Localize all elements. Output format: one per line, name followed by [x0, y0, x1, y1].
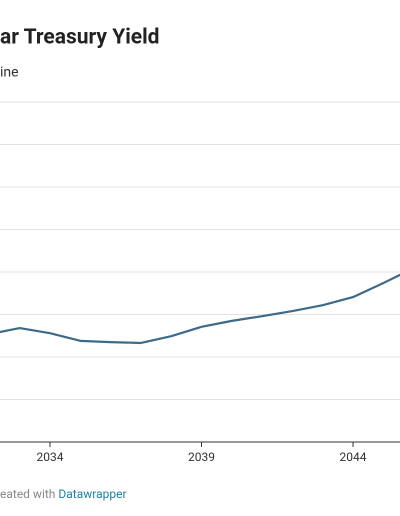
line-series — [0, 273, 400, 345]
x-tick-label: 2034 — [37, 450, 64, 464]
footer-text: eated with Datawrapper — [0, 487, 127, 501]
footer-link[interactable]: Datawrapper — [58, 487, 126, 501]
footer-prefix: eated with — [0, 487, 55, 501]
chart-title: ar Treasury Yield — [0, 26, 159, 50]
chart-subtitle: ine — [0, 65, 19, 81]
x-tick-label: 2044 — [340, 450, 367, 464]
x-tick-label: 2039 — [188, 450, 215, 464]
